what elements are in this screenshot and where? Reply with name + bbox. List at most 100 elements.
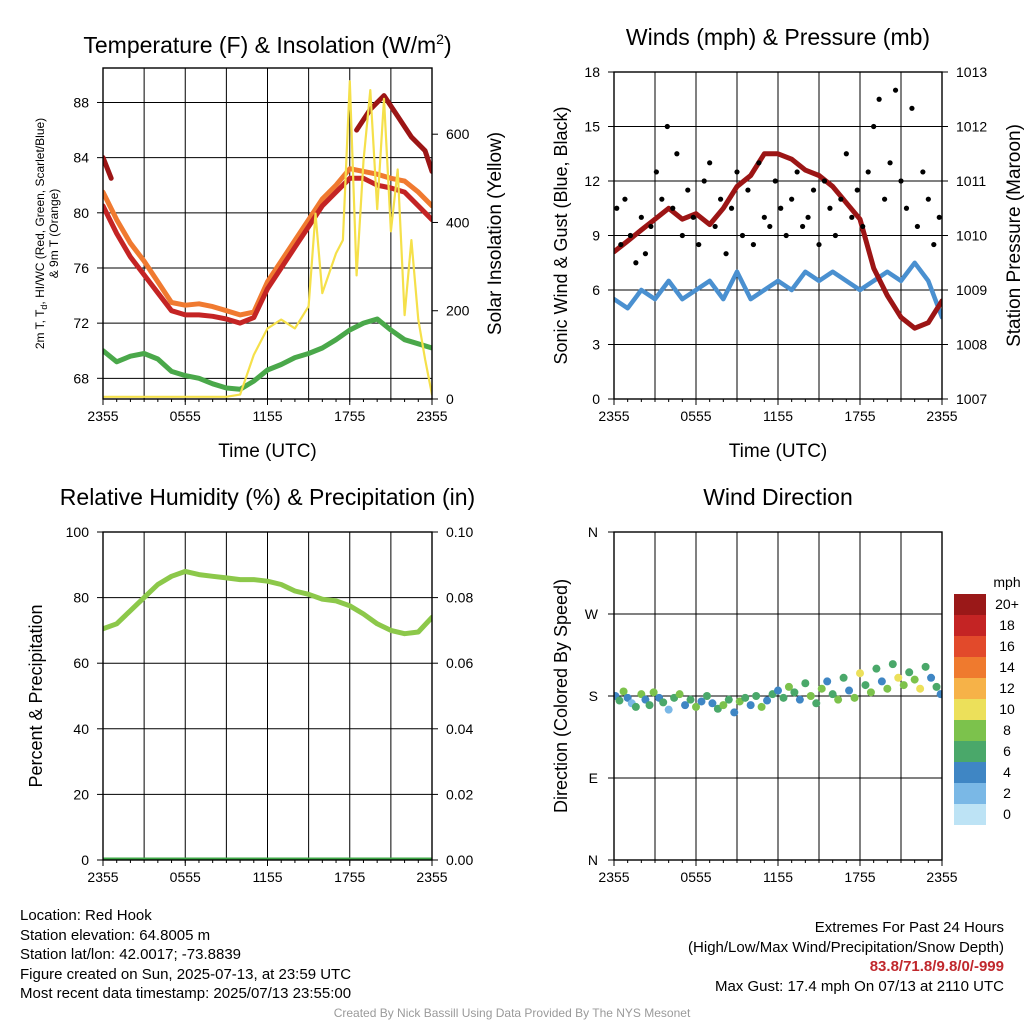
wdir-point bbox=[790, 688, 799, 697]
winds-gust-dot bbox=[914, 223, 921, 230]
winds-x-tick-label: 0555 bbox=[680, 408, 711, 424]
winds-gust-dot bbox=[931, 241, 937, 248]
extremes-subtitle: (High/Low/Max Wind/Precipitation/Snow De… bbox=[688, 938, 1004, 956]
winds-gust-dot bbox=[821, 178, 828, 184]
wdir-y-tick-label: E bbox=[589, 770, 598, 786]
winds-gust-dot bbox=[876, 96, 882, 102]
temp-x-tick-label: 2355 bbox=[87, 408, 118, 424]
winds-y-tick-label: 18 bbox=[584, 64, 600, 80]
winds-y-tick-label: 0 bbox=[592, 391, 600, 407]
wdir-point bbox=[702, 692, 711, 700]
wdir-colorbar: mph 0 2 4 6 8 10 12 14 16 18 20+ bbox=[954, 574, 1021, 825]
rh-x-tick-label: 1755 bbox=[334, 869, 365, 885]
wdir-point bbox=[883, 684, 892, 693]
winds-gust-dot bbox=[871, 123, 877, 130]
winds-gust-dot bbox=[898, 178, 904, 184]
wdir-point bbox=[730, 708, 739, 717]
winds-gust-dot bbox=[832, 232, 839, 239]
winds-y-tick-label: 12 bbox=[584, 173, 600, 189]
wdir-point bbox=[631, 702, 640, 711]
rh-frame bbox=[102, 531, 433, 861]
winds-gust-dot bbox=[843, 151, 849, 157]
winds-y2-tick-label: 1007 bbox=[956, 391, 987, 407]
winds-gust-dot bbox=[767, 223, 773, 230]
winds-gust-dot bbox=[638, 214, 644, 220]
rh-axes: 2355 0555 1155 1755 2355 Relative Humidity (%… bbox=[26, 484, 475, 885]
wdir-point bbox=[659, 698, 668, 707]
winds-gust-dot bbox=[734, 169, 740, 175]
winds-gust-dot bbox=[664, 123, 670, 130]
colorbar-swatch bbox=[954, 657, 986, 678]
winds-gust-dot bbox=[618, 241, 624, 248]
winds-y-tick-label: 9 bbox=[592, 228, 600, 244]
colorbar-swatch bbox=[954, 615, 986, 636]
winds-gust-dot bbox=[701, 178, 707, 184]
wdir-point bbox=[615, 696, 624, 705]
winds-gust-dot bbox=[679, 232, 685, 239]
winds-series-line-0 bbox=[614, 260, 942, 320]
temp-axes: 2355 0555 1155 1755 2355 Temperature (F) & In… bbox=[33, 31, 506, 462]
wdir-point bbox=[817, 684, 826, 693]
extremes-panel: Extremes For Past 24 Hours (High/Low/Max… bbox=[584, 918, 1004, 996]
extremes-values: 83.8/71.8/9.8/0/-999 bbox=[869, 958, 1004, 975]
wdir-x-tick-label: 1155 bbox=[763, 869, 793, 885]
rh-ylabel: Percent & Precipitation bbox=[26, 604, 46, 787]
wdir-point bbox=[741, 693, 750, 702]
rh-x-tick-label: 2355 bbox=[416, 869, 447, 885]
rh-series-line-0 bbox=[103, 568, 432, 637]
wdir-point bbox=[779, 693, 788, 702]
winds-gust-dot bbox=[659, 196, 665, 202]
temp-frame bbox=[102, 67, 433, 400]
wdir-point bbox=[921, 662, 930, 671]
station-location: Location: Red Hook bbox=[20, 907, 152, 924]
winds-gust-dot bbox=[712, 223, 718, 230]
wdir-point bbox=[681, 701, 690, 710]
colorbar-label: 12 bbox=[999, 680, 1015, 696]
wdir-frame bbox=[613, 531, 943, 861]
winds-y-tick-label: 15 bbox=[584, 119, 600, 135]
winds-x-tick-label: 2355 bbox=[598, 408, 629, 424]
winds-gust-dot bbox=[761, 214, 767, 220]
winds-y2-tick-label: 1011 bbox=[956, 173, 986, 189]
winds-gust-dot bbox=[674, 151, 680, 157]
wdir-y-tick-label: N bbox=[588, 524, 598, 540]
wdir-point bbox=[795, 695, 804, 704]
rh-y2-tick-label: 0.02 bbox=[446, 786, 473, 802]
winds-y2label: Station Pressure (Maroon) bbox=[1004, 124, 1024, 347]
wdir-point bbox=[916, 684, 925, 693]
temp-y2-tick-label: 600 bbox=[446, 126, 470, 142]
winds-gust-dot bbox=[860, 223, 866, 230]
wdir-point bbox=[774, 686, 782, 695]
winds-gust-dot bbox=[778, 205, 784, 211]
wdir-point bbox=[861, 681, 870, 690]
wdir-point bbox=[828, 690, 837, 699]
temp-series-line-3 bbox=[103, 316, 432, 392]
winds-series-line-1 bbox=[614, 151, 942, 331]
winds-gust-dot bbox=[936, 214, 942, 220]
winds-gust-dot bbox=[745, 187, 751, 193]
winds-y2-tick-label: 1012 bbox=[956, 119, 987, 135]
colorbar-swatch bbox=[954, 762, 986, 783]
winds-gust-dot bbox=[892, 87, 899, 93]
winds-gust-dot bbox=[756, 160, 762, 166]
colorbar-swatch bbox=[954, 741, 986, 762]
colorbar-label: 0 bbox=[1003, 806, 1011, 822]
rh-y2-tick-label: 0.08 bbox=[446, 590, 473, 606]
wdir-point bbox=[823, 677, 832, 686]
temp-y-tick-label: 72 bbox=[73, 315, 89, 331]
colorbar-swatch bbox=[954, 594, 986, 615]
colorbar-swatch bbox=[954, 699, 986, 720]
wdir-ylabel: Direction (Colored By Speed) bbox=[551, 579, 571, 813]
winds-gust-dot bbox=[838, 196, 844, 202]
wdir-point bbox=[866, 688, 875, 697]
wdir-point bbox=[724, 695, 733, 704]
winds-gust-dot bbox=[685, 187, 691, 193]
wdir-x-tick-label: 1755 bbox=[844, 869, 875, 885]
wdir-x-tick-label: 2355 bbox=[926, 869, 957, 885]
winds-gust-dot bbox=[653, 169, 659, 175]
winds-gust-dot bbox=[723, 251, 729, 257]
wdir-axes: 2355 0555 1155 1755 2355 Wind Direction N E S W N D… bbox=[551, 484, 1021, 885]
rh-y2-tick-label: 0.04 bbox=[446, 721, 473, 737]
winds-gust-dot bbox=[627, 232, 634, 239]
